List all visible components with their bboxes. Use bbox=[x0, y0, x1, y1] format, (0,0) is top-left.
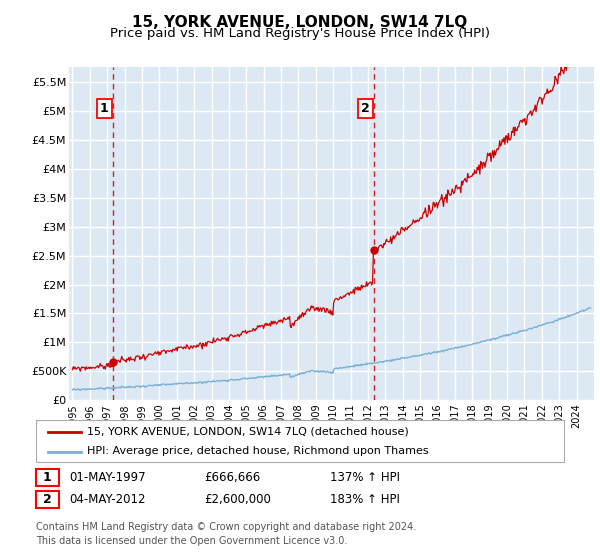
Text: 15, YORK AVENUE, LONDON, SW14 7LQ (detached house): 15, YORK AVENUE, LONDON, SW14 7LQ (detac… bbox=[87, 427, 409, 437]
Text: 01-MAY-1997: 01-MAY-1997 bbox=[69, 470, 146, 484]
Text: £2,600,000: £2,600,000 bbox=[204, 493, 271, 506]
Text: HPI: Average price, detached house, Richmond upon Thames: HPI: Average price, detached house, Rich… bbox=[87, 446, 428, 456]
Text: 183% ↑ HPI: 183% ↑ HPI bbox=[330, 493, 400, 506]
Text: 04-MAY-2012: 04-MAY-2012 bbox=[69, 493, 146, 506]
Text: Contains HM Land Registry data © Crown copyright and database right 2024.
This d: Contains HM Land Registry data © Crown c… bbox=[36, 522, 416, 546]
Text: 1: 1 bbox=[100, 102, 109, 115]
Text: 1: 1 bbox=[43, 470, 52, 484]
Text: 2: 2 bbox=[361, 102, 370, 115]
Text: 15, YORK AVENUE, LONDON, SW14 7LQ: 15, YORK AVENUE, LONDON, SW14 7LQ bbox=[133, 15, 467, 30]
Text: 137% ↑ HPI: 137% ↑ HPI bbox=[330, 470, 400, 484]
Text: £666,666: £666,666 bbox=[204, 470, 260, 484]
Text: 2: 2 bbox=[43, 493, 52, 506]
Text: Price paid vs. HM Land Registry's House Price Index (HPI): Price paid vs. HM Land Registry's House … bbox=[110, 27, 490, 40]
